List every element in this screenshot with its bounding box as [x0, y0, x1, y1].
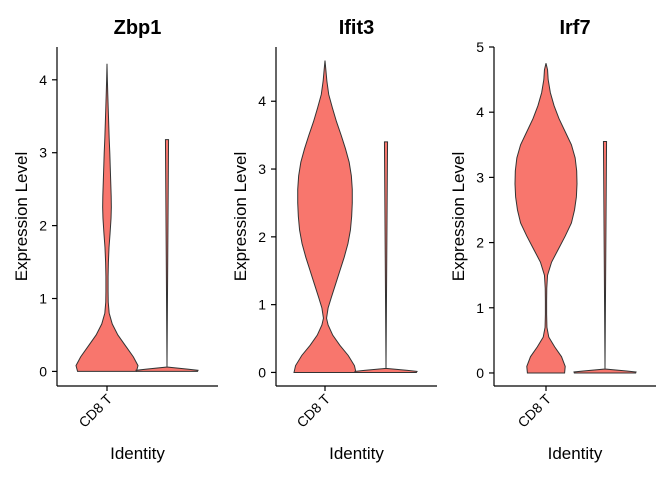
y-axis-title: Expression Level: [449, 152, 468, 281]
panel-zbp1: Zbp1 0 1 2 3 4 Expression Level CD8 T Identity: [12, 17, 218, 463]
y-tick-label: 4: [258, 93, 266, 109]
violin-secondary: [354, 141, 418, 373]
y-tick-label: 3: [258, 161, 266, 177]
y-tick-label: 1: [476, 300, 484, 316]
y-tick-label: 2: [258, 229, 266, 245]
y-tick-label: 4: [39, 72, 47, 88]
violin-secondary: [135, 139, 199, 372]
panel-title: Zbp1: [114, 17, 162, 39]
y-tick-label: 1: [39, 291, 47, 307]
violin-secondary: [573, 141, 637, 374]
y-tick-label: 0: [39, 363, 47, 379]
y-tick-label: 1: [258, 297, 266, 313]
panel-irf7: Irf7 0 1 2 3 4 5 Expression Level CD8 T Identity: [449, 17, 656, 463]
x-axis-title: Identity: [329, 444, 384, 463]
panel-title: Irf7: [559, 17, 590, 39]
y-tick-label: 3: [39, 145, 47, 161]
y-axis-title: Expression Level: [231, 152, 250, 281]
panel-title: Ifit3: [339, 17, 375, 39]
panel-ifit3: Ifit3 0 1 2 3 4 Expression Level CD8 T Identity: [231, 17, 437, 463]
x-axis-title: Identity: [548, 444, 603, 463]
y-tick-label: 2: [39, 218, 47, 234]
x-tick-label: CD8 T: [514, 390, 554, 430]
x-axis-title: Identity: [110, 444, 165, 463]
y-tick-label: 0: [258, 364, 266, 380]
violin-cd8-t: [75, 63, 139, 372]
y-tick-label: 5: [476, 39, 484, 55]
y-tick-label: 2: [476, 235, 484, 251]
y-tick-label: 4: [476, 104, 484, 120]
y-axis-title: Expression Level: [12, 152, 31, 281]
x-tick-label: CD8 T: [75, 390, 115, 430]
x-tick-label: CD8 T: [293, 390, 333, 430]
violin-cd8-t: [293, 60, 357, 373]
y-tick-label: 0: [476, 365, 484, 381]
y-tick-label: 3: [476, 169, 484, 185]
violin-cd8-t: [514, 63, 578, 374]
